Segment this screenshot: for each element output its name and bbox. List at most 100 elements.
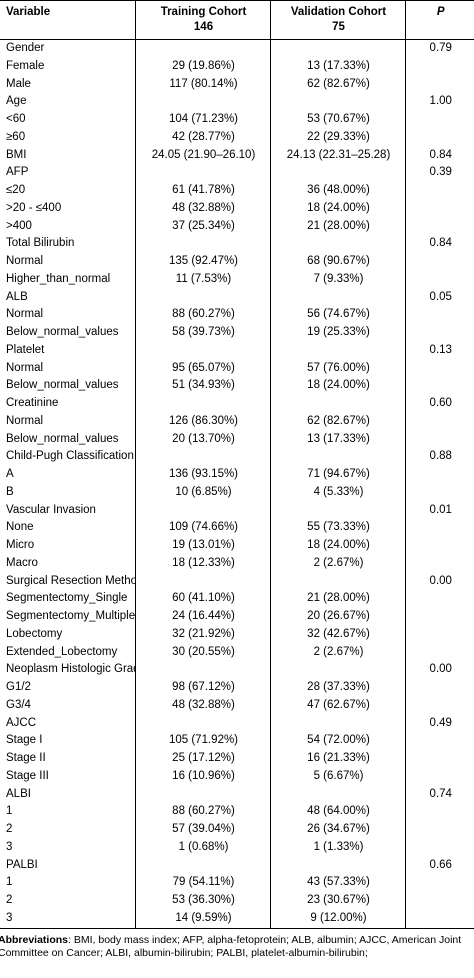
cell-validation: 54 (72.00%) [270, 732, 406, 750]
cell-validation: 7 (9.33%) [270, 270, 406, 289]
cell-validation: 53 (70.67%) [270, 111, 406, 129]
cell-validation: 36 (48.00%) [270, 182, 406, 200]
table-row: Platelet 0.13 [0, 341, 474, 360]
cell-p-value [405, 253, 474, 271]
cell-variable: PALBI [0, 856, 136, 875]
table-row: Total Bilirubin 0.84 [0, 235, 474, 253]
table-row: ALB 0.05 [0, 288, 474, 307]
table-row: Higher_than_normal 11 (7.53%) 7 (9.33%) [0, 270, 474, 289]
cell-p-value: 0.84 [429, 237, 452, 250]
table-row: AJCC 0.49 [0, 714, 474, 733]
cell-p-value [405, 537, 474, 555]
cell-p-value [405, 466, 474, 484]
cell-p-value: 0.84 [429, 148, 452, 161]
cell-p-value [405, 200, 474, 218]
table-row: Surgical Resection Method 0.00 [0, 572, 474, 591]
cell-training [135, 164, 271, 182]
cell-variable: <60 [0, 111, 136, 129]
table-row: Age 1.00 [0, 93, 474, 111]
cell-variable: Male [0, 75, 136, 94]
cell-validation: 56 (74.67%) [270, 306, 406, 324]
cell-training [135, 448, 271, 466]
cell-variable: AFP [0, 164, 136, 182]
cell-variable: Lobectomy [0, 625, 136, 644]
table-row: 2 57 (39.04%) 26 (34.67%) [0, 821, 474, 839]
table-row: Female 29 (19.86%) 13 (17.33%) [0, 57, 474, 76]
cell-training: 1 (0.68%) [135, 838, 271, 857]
table-row: 1 88 (60.27%) 48 (64.00%) [0, 803, 474, 821]
table-row: ≤20 61 (41.78%) 36 (48.00%) [0, 182, 474, 200]
cell-p-value [405, 590, 474, 608]
table-row: ALBI 0.74 [0, 785, 474, 804]
cell-training: 18 (12.33%) [135, 554, 271, 573]
cell-variable: Normal [0, 359, 136, 378]
table-row: Neoplasm Histologic Grade 0.00 [0, 661, 474, 679]
cell-variable: Age [0, 93, 136, 111]
cell-validation: 32 (42.67%) [270, 625, 406, 644]
table-body: Gender 0.79 Female 29 (19.86%) 13 (17.33%) Ma… [0, 39, 474, 929]
header-training-n: 146 [193, 21, 214, 33]
cell-training: 10 (6.85%) [135, 483, 271, 502]
cell-p-value [405, 679, 474, 697]
cell-training: 48 (32.88%) [135, 199, 271, 218]
cell-variable: ALBI [0, 785, 136, 804]
cell-variable: Stage III [0, 767, 136, 786]
cell-p-value [405, 76, 474, 94]
cell-p-value [405, 608, 474, 626]
table-row: Segmentectomy_Single 60 (41.10%) 21 (28.00… [0, 590, 474, 608]
table-row: ≥60 42 (28.77%) 22 (29.33%) [0, 128, 474, 147]
cell-variable: Female [0, 57, 136, 76]
cell-training: 105 (71.92%) [135, 732, 271, 750]
cell-variable: ≤20 [0, 182, 136, 200]
cell-p-value: 0.39 [429, 166, 452, 179]
table-row: Vascular Invasion 0.01 [0, 501, 474, 520]
cell-training: 60 (41.10%) [135, 590, 271, 608]
cell-training: 109 (74.66%) [135, 519, 271, 537]
cell-validation [270, 856, 406, 875]
cell-validation: 13 (17.33%) [270, 430, 406, 449]
cell-validation: 4 (5.33%) [270, 483, 406, 502]
cell-variable: Total Bilirubin [0, 235, 136, 253]
cell-validation: 13 (17.33%) [270, 57, 406, 76]
cell-variable: Vascular Invasion [0, 501, 136, 520]
header-row: Variable Training Cohort 146 Validation … [0, 0, 474, 40]
table-row: Normal 126 (86.30%) 62 (82.67%) [0, 412, 474, 431]
cell-variable: 1 [0, 803, 136, 821]
table-row: Extended_Lobectomy 30 (20.55%) 2 (2.67%) [0, 643, 474, 662]
cell-training: 11 (7.53%) [135, 270, 271, 289]
table-row: AFP 0.39 [0, 164, 474, 182]
table-row: Male 117 (80.14%) 62 (82.67%) [0, 75, 474, 94]
table-row: G1/2 98 (67.12%) 28 (37.33%) [0, 679, 474, 697]
cell-training: 42 (28.77%) [135, 128, 271, 147]
cell-validation: 16 (21.33%) [270, 750, 406, 768]
cell-training: 24.05 (21.90–26.10) [135, 146, 271, 165]
cell-validation [270, 785, 406, 804]
cell-validation: 62 (82.67%) [270, 75, 406, 94]
cell-training [135, 235, 271, 253]
cell-p-value [405, 892, 474, 910]
cell-p-value [405, 360, 474, 378]
cell-validation: 1 (1.33%) [270, 838, 406, 857]
cell-p-value: 0.60 [429, 397, 452, 409]
cell-variable: None [0, 519, 136, 537]
cell-training: 79 (54.11%) [135, 874, 271, 892]
cell-variable: 3 [0, 909, 136, 929]
cell-validation: 26 (34.67%) [270, 821, 406, 839]
cell-p-value [405, 182, 474, 200]
cell-variable: Stage I [0, 732, 136, 750]
cell-variable: Normal [0, 306, 136, 324]
table-row: 2 53 (36.30%) 23 (30.67%) [0, 892, 474, 910]
cell-training: 117 (80.14%) [135, 75, 271, 94]
cell-training [135, 661, 271, 679]
cell-validation [270, 341, 406, 360]
cell-validation: 24.13 (22.31–25.28) [270, 146, 406, 165]
header-variable: Variable [0, 0, 136, 40]
cell-training: 126 (86.30%) [135, 412, 271, 431]
cell-validation: 18 (24.00%) [270, 199, 406, 218]
cell-p-value [405, 909, 474, 929]
table-row: Normal 135 (92.47%) 68 (90.67%) [0, 253, 474, 271]
cell-validation [270, 714, 406, 733]
cell-validation: 2 (2.67%) [270, 643, 406, 662]
